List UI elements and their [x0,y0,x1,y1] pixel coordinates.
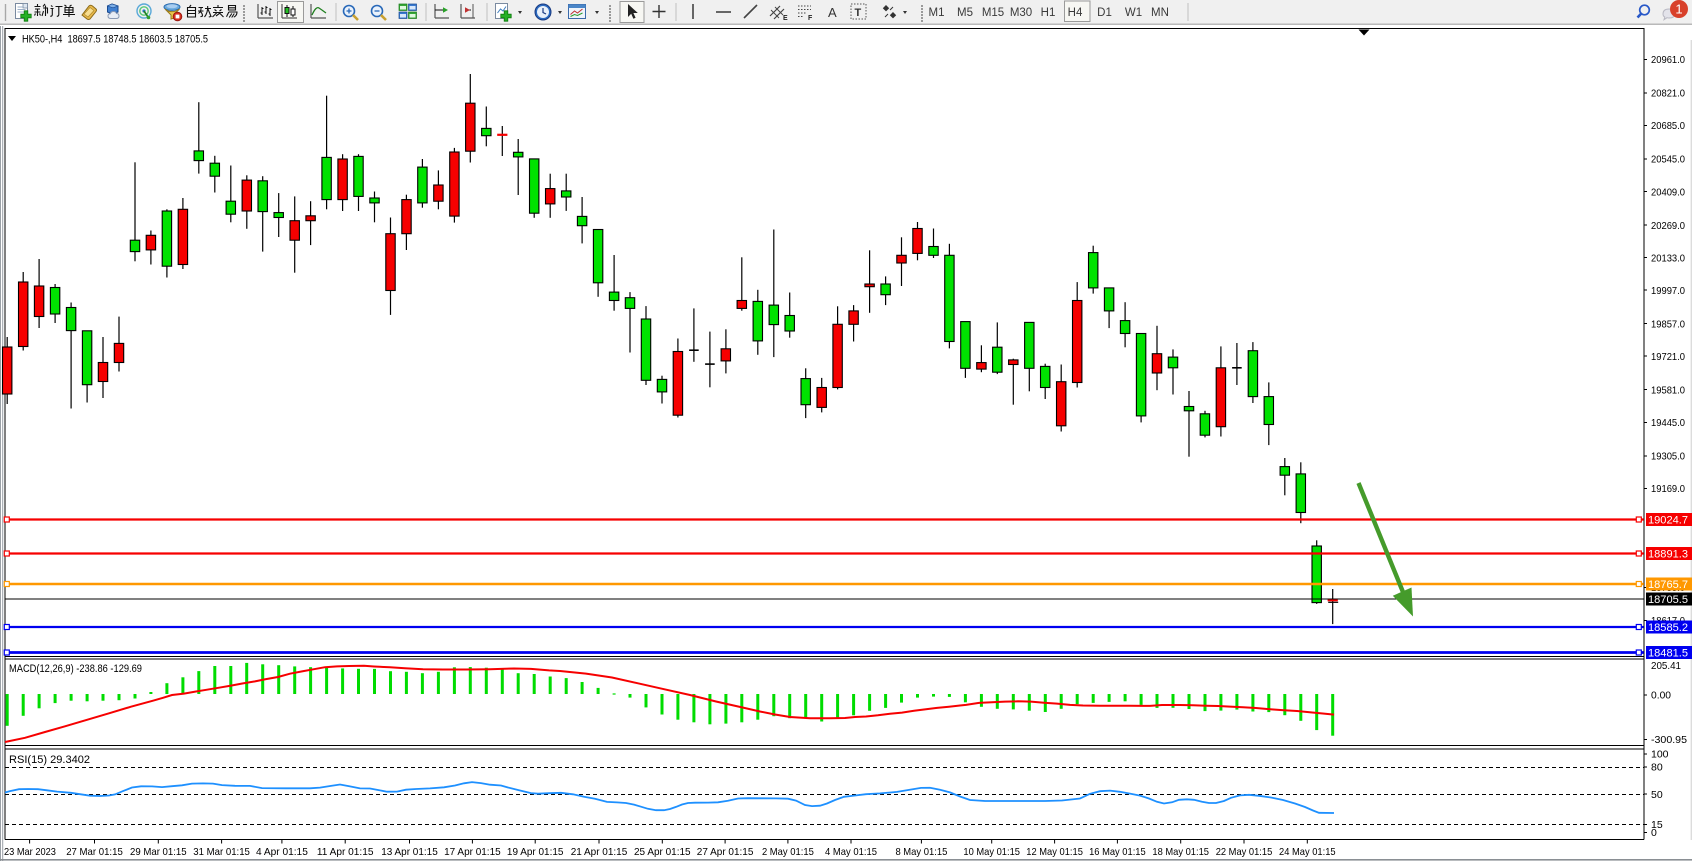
svg-text:M15: M15 [982,7,1004,19]
svg-text:20409.0: 20409.0 [1651,186,1685,198]
svg-text:22 May 01:15: 22 May 01:15 [1216,846,1273,858]
svg-text:20685.0: 20685.0 [1651,120,1685,132]
svg-text:18481.5: 18481.5 [1648,648,1688,660]
svg-text:M30: M30 [1010,7,1032,19]
svg-text:MACD(12,26,9) -238.86 -129.69: MACD(12,26,9) -238.86 -129.69 [9,663,142,675]
svg-text:19721.0: 19721.0 [1651,351,1685,363]
svg-text:19305.0: 19305.0 [1651,451,1685,463]
svg-text:18891.3: 18891.3 [1648,549,1688,561]
svg-text:19581.0: 19581.0 [1651,384,1685,396]
svg-text:8 May 01:15: 8 May 01:15 [895,846,947,858]
svg-text:0.00: 0.00 [1651,690,1671,702]
svg-text:M1: M1 [929,7,945,19]
svg-text:19857.0: 19857.0 [1651,318,1685,330]
svg-text:205.41: 205.41 [1651,660,1681,672]
svg-text:11 Apr 01:15: 11 Apr 01:15 [317,846,374,858]
svg-text:19024.7: 19024.7 [1648,515,1688,527]
svg-text:20545.0: 20545.0 [1651,154,1685,166]
svg-text:50: 50 [1651,789,1663,801]
svg-text:100: 100 [1651,749,1669,761]
svg-text:17 Apr 01:15: 17 Apr 01:15 [444,846,501,858]
svg-text:0: 0 [1651,827,1657,839]
svg-text:20133.0: 20133.0 [1651,252,1685,264]
svg-text:13 Apr 01:15: 13 Apr 01:15 [381,846,438,858]
svg-text:80: 80 [1651,762,1663,774]
svg-text:23 Mar 2023: 23 Mar 2023 [4,846,56,858]
svg-text:19997.0: 19997.0 [1651,285,1685,297]
svg-text:10 May 01:15: 10 May 01:15 [963,846,1020,858]
svg-text:A: A [828,5,837,20]
svg-text:2 May 01:15: 2 May 01:15 [762,846,814,858]
svg-text:20961.0: 20961.0 [1651,54,1685,66]
svg-text:RSI(15) 29.3402: RSI(15) 29.3402 [9,754,90,766]
svg-text:18705.5: 18705.5 [1648,594,1688,606]
svg-text:20821.0: 20821.0 [1651,88,1685,100]
svg-text:29 Mar 01:15: 29 Mar 01:15 [130,846,187,858]
svg-text:-300.95: -300.95 [1651,734,1687,746]
svg-text:E: E [783,15,788,22]
svg-text:1: 1 [1675,2,1682,17]
svg-text:24 May 01:15: 24 May 01:15 [1279,846,1336,858]
svg-text:12 May 01:15: 12 May 01:15 [1026,846,1083,858]
svg-text:M5: M5 [957,7,973,19]
svg-text:19445.0: 19445.0 [1651,417,1685,429]
svg-text:19169.0: 19169.0 [1651,483,1685,495]
svg-text:T: T [855,7,862,19]
svg-text:4 Apr 01:15: 4 Apr 01:15 [256,846,308,858]
svg-text:18585.2: 18585.2 [1648,622,1688,634]
svg-text:19 Apr 01:15: 19 Apr 01:15 [507,846,564,858]
svg-text:MN: MN [1151,7,1169,19]
svg-text:H4: H4 [1068,7,1083,19]
svg-text:18 May 01:15: 18 May 01:15 [1152,846,1209,858]
svg-text:D1: D1 [1097,7,1112,19]
svg-text:F: F [808,15,813,22]
svg-text:25 Apr 01:15: 25 Apr 01:15 [634,846,691,858]
svg-text:H1: H1 [1041,7,1056,19]
svg-text:HK50-,H4 18697.5 18748.5 1860: HK50-,H4 18697.5 18748.5 18603.5 18705.5 [22,34,208,46]
svg-text:27 Apr 01:15: 27 Apr 01:15 [697,846,754,858]
svg-text:31 Mar 01:15: 31 Mar 01:15 [193,846,250,858]
svg-text:20269.0: 20269.0 [1651,220,1685,232]
svg-text:16 May 01:15: 16 May 01:15 [1089,846,1146,858]
svg-text:4 May 01:15: 4 May 01:15 [825,846,877,858]
svg-text:15: 15 [1651,819,1663,831]
svg-text:W1: W1 [1125,7,1142,19]
svg-text:18765.7: 18765.7 [1648,579,1688,591]
svg-text:21 Apr 01:15: 21 Apr 01:15 [571,846,628,858]
svg-text:27 Mar 01:15: 27 Mar 01:15 [66,846,123,858]
